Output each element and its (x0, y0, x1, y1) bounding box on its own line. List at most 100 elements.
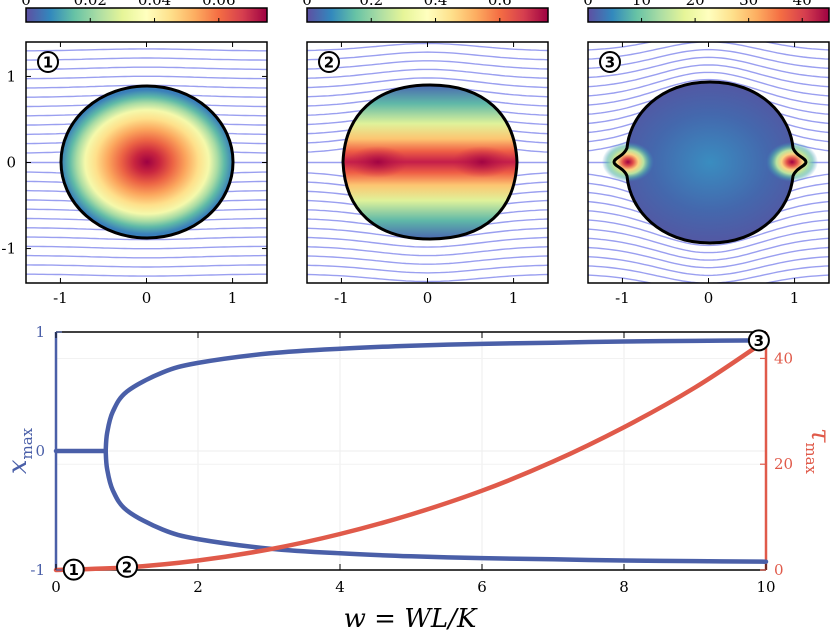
streamline (26, 57, 267, 61)
y-left-tick-label: -1 (30, 561, 45, 579)
x-tick-label: 0 (142, 289, 152, 307)
marker-label: 1 (69, 561, 79, 579)
marker-label: 2 (122, 558, 132, 576)
colorbar-tick-label: 20 (686, 0, 705, 9)
panel-3: 0 10 20 30 40 -1 0 1 3 (579, 0, 831, 307)
marker-2-circle (318, 51, 340, 73)
streamline (26, 245, 267, 250)
colorbar-tick-label: 30 (739, 0, 758, 9)
streamline (307, 77, 548, 89)
droplet-3-fill (614, 82, 806, 243)
streamline (307, 245, 548, 257)
grid (56, 332, 766, 570)
x-tick-label: 0 (423, 289, 433, 307)
series-line-tau-max (53, 342, 762, 573)
series-group (53, 338, 769, 573)
colorbar-tick-label: 0.2 (359, 0, 383, 9)
x-tick-label: 0 (704, 289, 714, 307)
y-right-label: τmax (802, 428, 831, 475)
y-right-tick-label: 0 (774, 561, 784, 579)
streamline (588, 56, 829, 79)
colorbar-3 (587, 7, 830, 23)
streamline (588, 71, 829, 97)
droplet-2-fill (343, 85, 517, 239)
streamline (26, 66, 267, 71)
panel-2: 0 0.2 0.4 0.6 -1 0 1 2 (298, 0, 556, 307)
y-right-tick-label: 40 (774, 349, 793, 367)
streamline (307, 68, 548, 80)
marker-1-circle (37, 51, 59, 73)
streamline (26, 264, 267, 268)
colorbar-tick-label: 0.02 (74, 0, 107, 9)
svg-text:τmax: τmax (802, 428, 831, 475)
x-tick-label: 8 (619, 578, 629, 596)
marker-circle (116, 555, 138, 578)
series-line-x-max-upper (53, 338, 769, 454)
x-tick-label: -1 (334, 289, 349, 307)
colorbar-tick-label: 0 (21, 0, 31, 9)
streamline (26, 48, 267, 52)
y-left-tick-label: 0 (35, 442, 45, 460)
y-left-tick-label: 1 (35, 323, 45, 341)
hotspot-3-left (602, 142, 654, 182)
colorbar-tick-label: 0.06 (202, 0, 235, 9)
streamline (588, 219, 829, 247)
y-right-tick-label: 20 (774, 455, 793, 473)
marker-label: 3 (754, 332, 764, 350)
x-tick-label: 1 (228, 289, 238, 307)
y-left-label-sub: max (18, 427, 36, 459)
streamline (588, 255, 829, 277)
streamline (588, 246, 829, 269)
streamline (588, 265, 829, 283)
streamline (588, 64, 829, 88)
x-tick-label: 4 (335, 578, 345, 596)
streamline (588, 228, 829, 254)
marker-1-label: 1 (43, 54, 53, 72)
x-tick-label: 10 (756, 578, 775, 596)
colorbar-tick-label: 40 (793, 0, 812, 9)
streamline (26, 236, 267, 241)
y-tick-label: 0 (6, 154, 16, 172)
y-left-label: xmax (3, 427, 36, 474)
streamline (307, 60, 548, 70)
series-line-x-max-lower (103, 448, 769, 564)
streamline (298, 35, 556, 42)
streamline (588, 48, 829, 70)
colorbar-tick-label: 0.04 (138, 0, 171, 9)
marker-circle (62, 558, 85, 581)
streamline (579, 26, 831, 41)
streamline (26, 273, 267, 277)
colorbar-tick-label: 0 (583, 0, 593, 9)
y-tick-label: 1 (6, 67, 16, 85)
streamline (26, 254, 267, 259)
droplet-1 (59, 84, 235, 240)
hotspot-2-right (452, 146, 512, 178)
x-tick-label: 0 (51, 578, 61, 596)
colorbar-1 (25, 7, 268, 23)
droplet-2-outline (341, 83, 519, 241)
colorbar-tick-label: 0 (302, 0, 312, 9)
marker-2-label: 2 (324, 54, 334, 72)
streamline (307, 264, 548, 274)
panel-1: 0 0.02 0.04 0.06 -1 0 1 1 0 -1 1 (1, 0, 268, 307)
x-tick-label: -1 (53, 289, 68, 307)
streamline (588, 42, 829, 60)
x-tick-label: 2 (193, 578, 203, 596)
colorbar-tick-label: 10 (632, 0, 651, 9)
streamline (307, 236, 548, 248)
y-right-label-main: τ (805, 428, 831, 443)
streamline (588, 237, 829, 261)
streamline (588, 78, 829, 106)
x-axis-label: w = WL/K (344, 604, 478, 634)
hotspot-3-right (766, 142, 818, 182)
hotspot-2-left (348, 146, 408, 178)
colorbar-tick-label: 0.6 (488, 0, 512, 9)
svg-text:xmax: xmax (3, 427, 36, 474)
streamline (307, 51, 548, 61)
marker-3-circle (599, 51, 621, 73)
marker-3-label: 3 (605, 54, 615, 72)
marker-circle (747, 329, 770, 352)
x-tick-label: 6 (477, 578, 487, 596)
y-left-label-main: x (3, 459, 33, 474)
